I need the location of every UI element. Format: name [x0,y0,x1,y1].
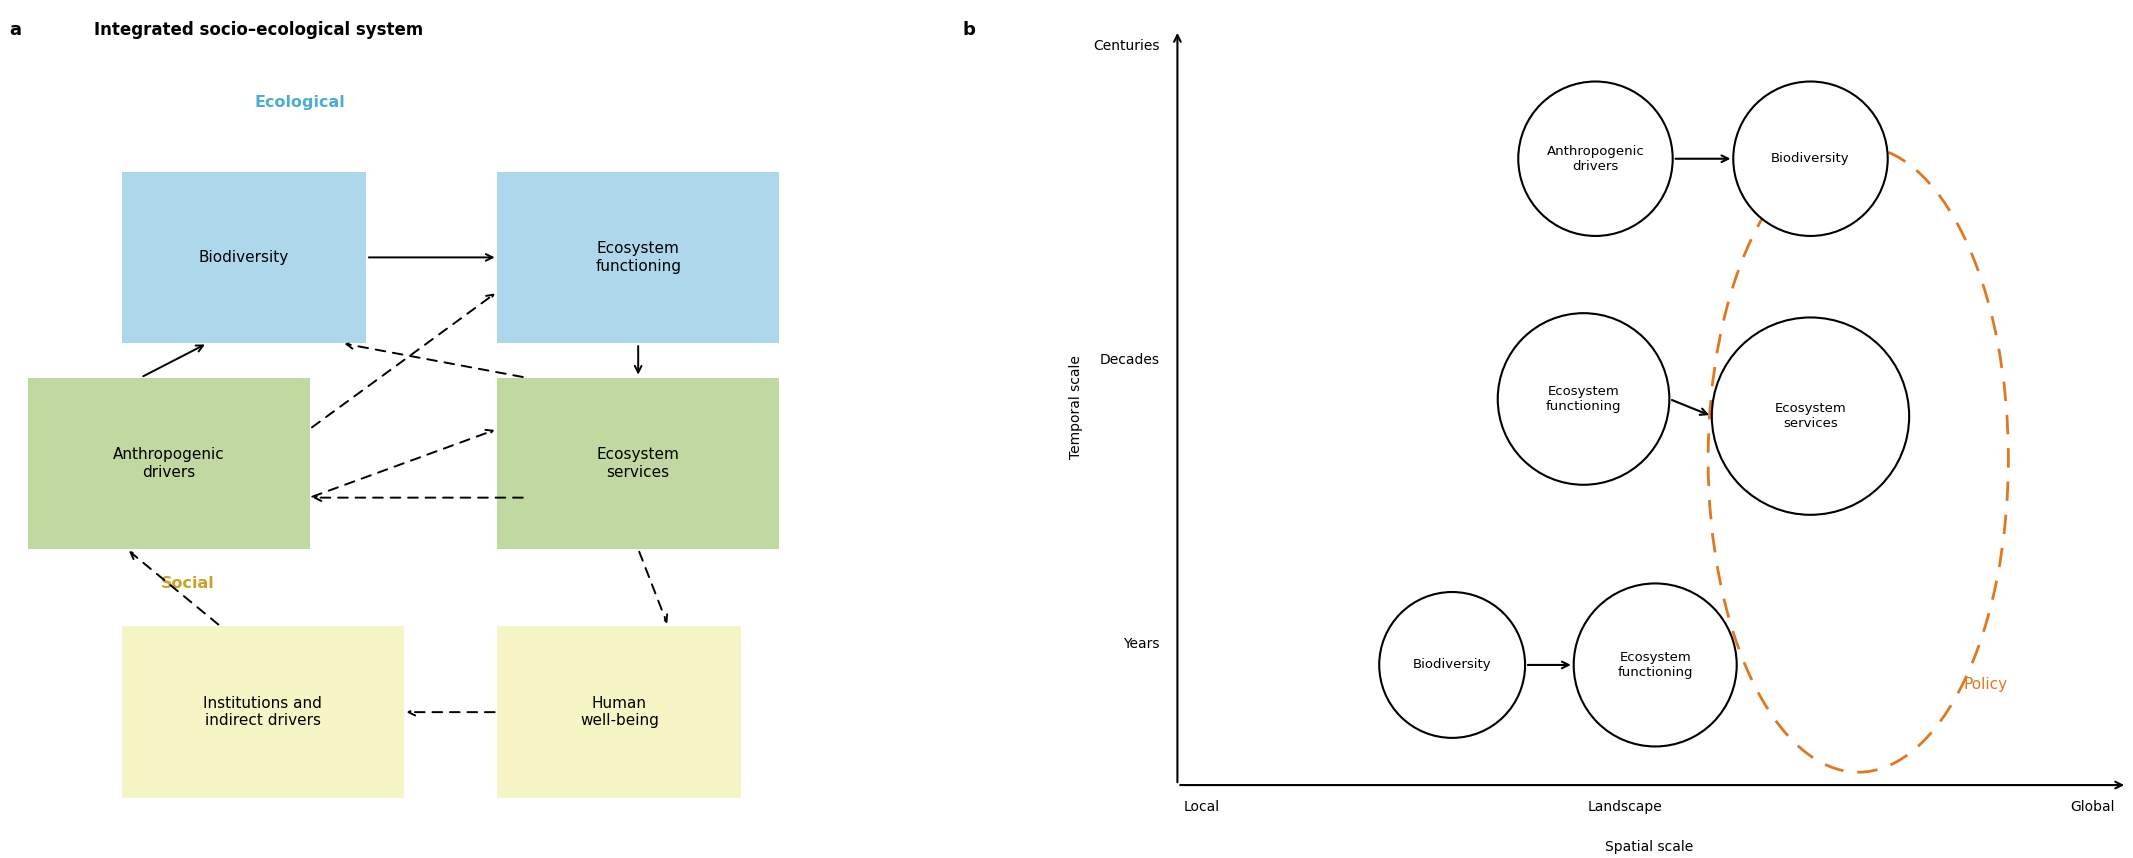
Text: Biodiversity: Biodiversity [1412,658,1491,672]
Text: Anthropogenic
drivers: Anthropogenic drivers [113,447,224,480]
Text: Ecosystem
services: Ecosystem services [1775,402,1847,430]
Text: Biodiversity: Biodiversity [1770,152,1849,166]
Text: a: a [9,21,21,39]
Ellipse shape [1380,592,1525,738]
FancyBboxPatch shape [497,626,742,798]
Text: Ecosystem
functioning: Ecosystem functioning [1546,385,1621,413]
FancyBboxPatch shape [497,378,779,549]
Ellipse shape [1519,82,1672,236]
Text: Temporal scale: Temporal scale [1069,355,1084,460]
Text: Integrated socio–ecological system: Integrated socio–ecological system [94,21,422,39]
Ellipse shape [1497,313,1670,485]
Ellipse shape [1574,583,1736,746]
Text: Decades: Decades [1098,353,1160,367]
Text: Spatial scale: Spatial scale [1606,840,1694,854]
Text: Ecological: Ecological [256,95,346,111]
Text: Institutions and
indirect drivers: Institutions and indirect drivers [203,696,322,728]
FancyBboxPatch shape [122,172,367,343]
Ellipse shape [1734,82,1888,236]
Text: Ecosystem
functioning: Ecosystem functioning [595,241,680,274]
Text: Policy: Policy [1964,677,2007,692]
Text: Human
well-being: Human well-being [580,696,659,728]
Text: Biodiversity: Biodiversity [198,250,290,265]
FancyBboxPatch shape [497,172,779,343]
Text: Ecosystem
functioning: Ecosystem functioning [1617,651,1694,679]
Text: Local: Local [1184,800,1220,813]
Text: Social: Social [160,576,215,591]
Text: b: b [962,21,975,39]
Ellipse shape [1713,317,1909,515]
Text: Years: Years [1122,637,1160,650]
FancyBboxPatch shape [122,626,403,798]
Text: Ecosystem
services: Ecosystem services [597,447,680,480]
Text: Centuries: Centuries [1092,39,1160,52]
FancyBboxPatch shape [28,378,309,549]
Text: Landscape: Landscape [1587,800,1664,813]
Text: Global: Global [2071,800,2116,813]
Text: Anthropogenic
drivers: Anthropogenic drivers [1546,145,1645,172]
